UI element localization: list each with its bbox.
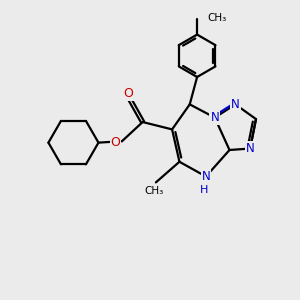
Text: N: N — [246, 142, 254, 155]
Text: N: N — [202, 170, 210, 183]
Text: O: O — [123, 87, 133, 100]
Text: O: O — [111, 136, 121, 149]
Text: CH₃: CH₃ — [145, 186, 164, 196]
Text: H: H — [200, 185, 209, 195]
Text: N: N — [231, 98, 240, 111]
Text: N: N — [210, 111, 219, 124]
Text: CH₃: CH₃ — [207, 13, 227, 23]
